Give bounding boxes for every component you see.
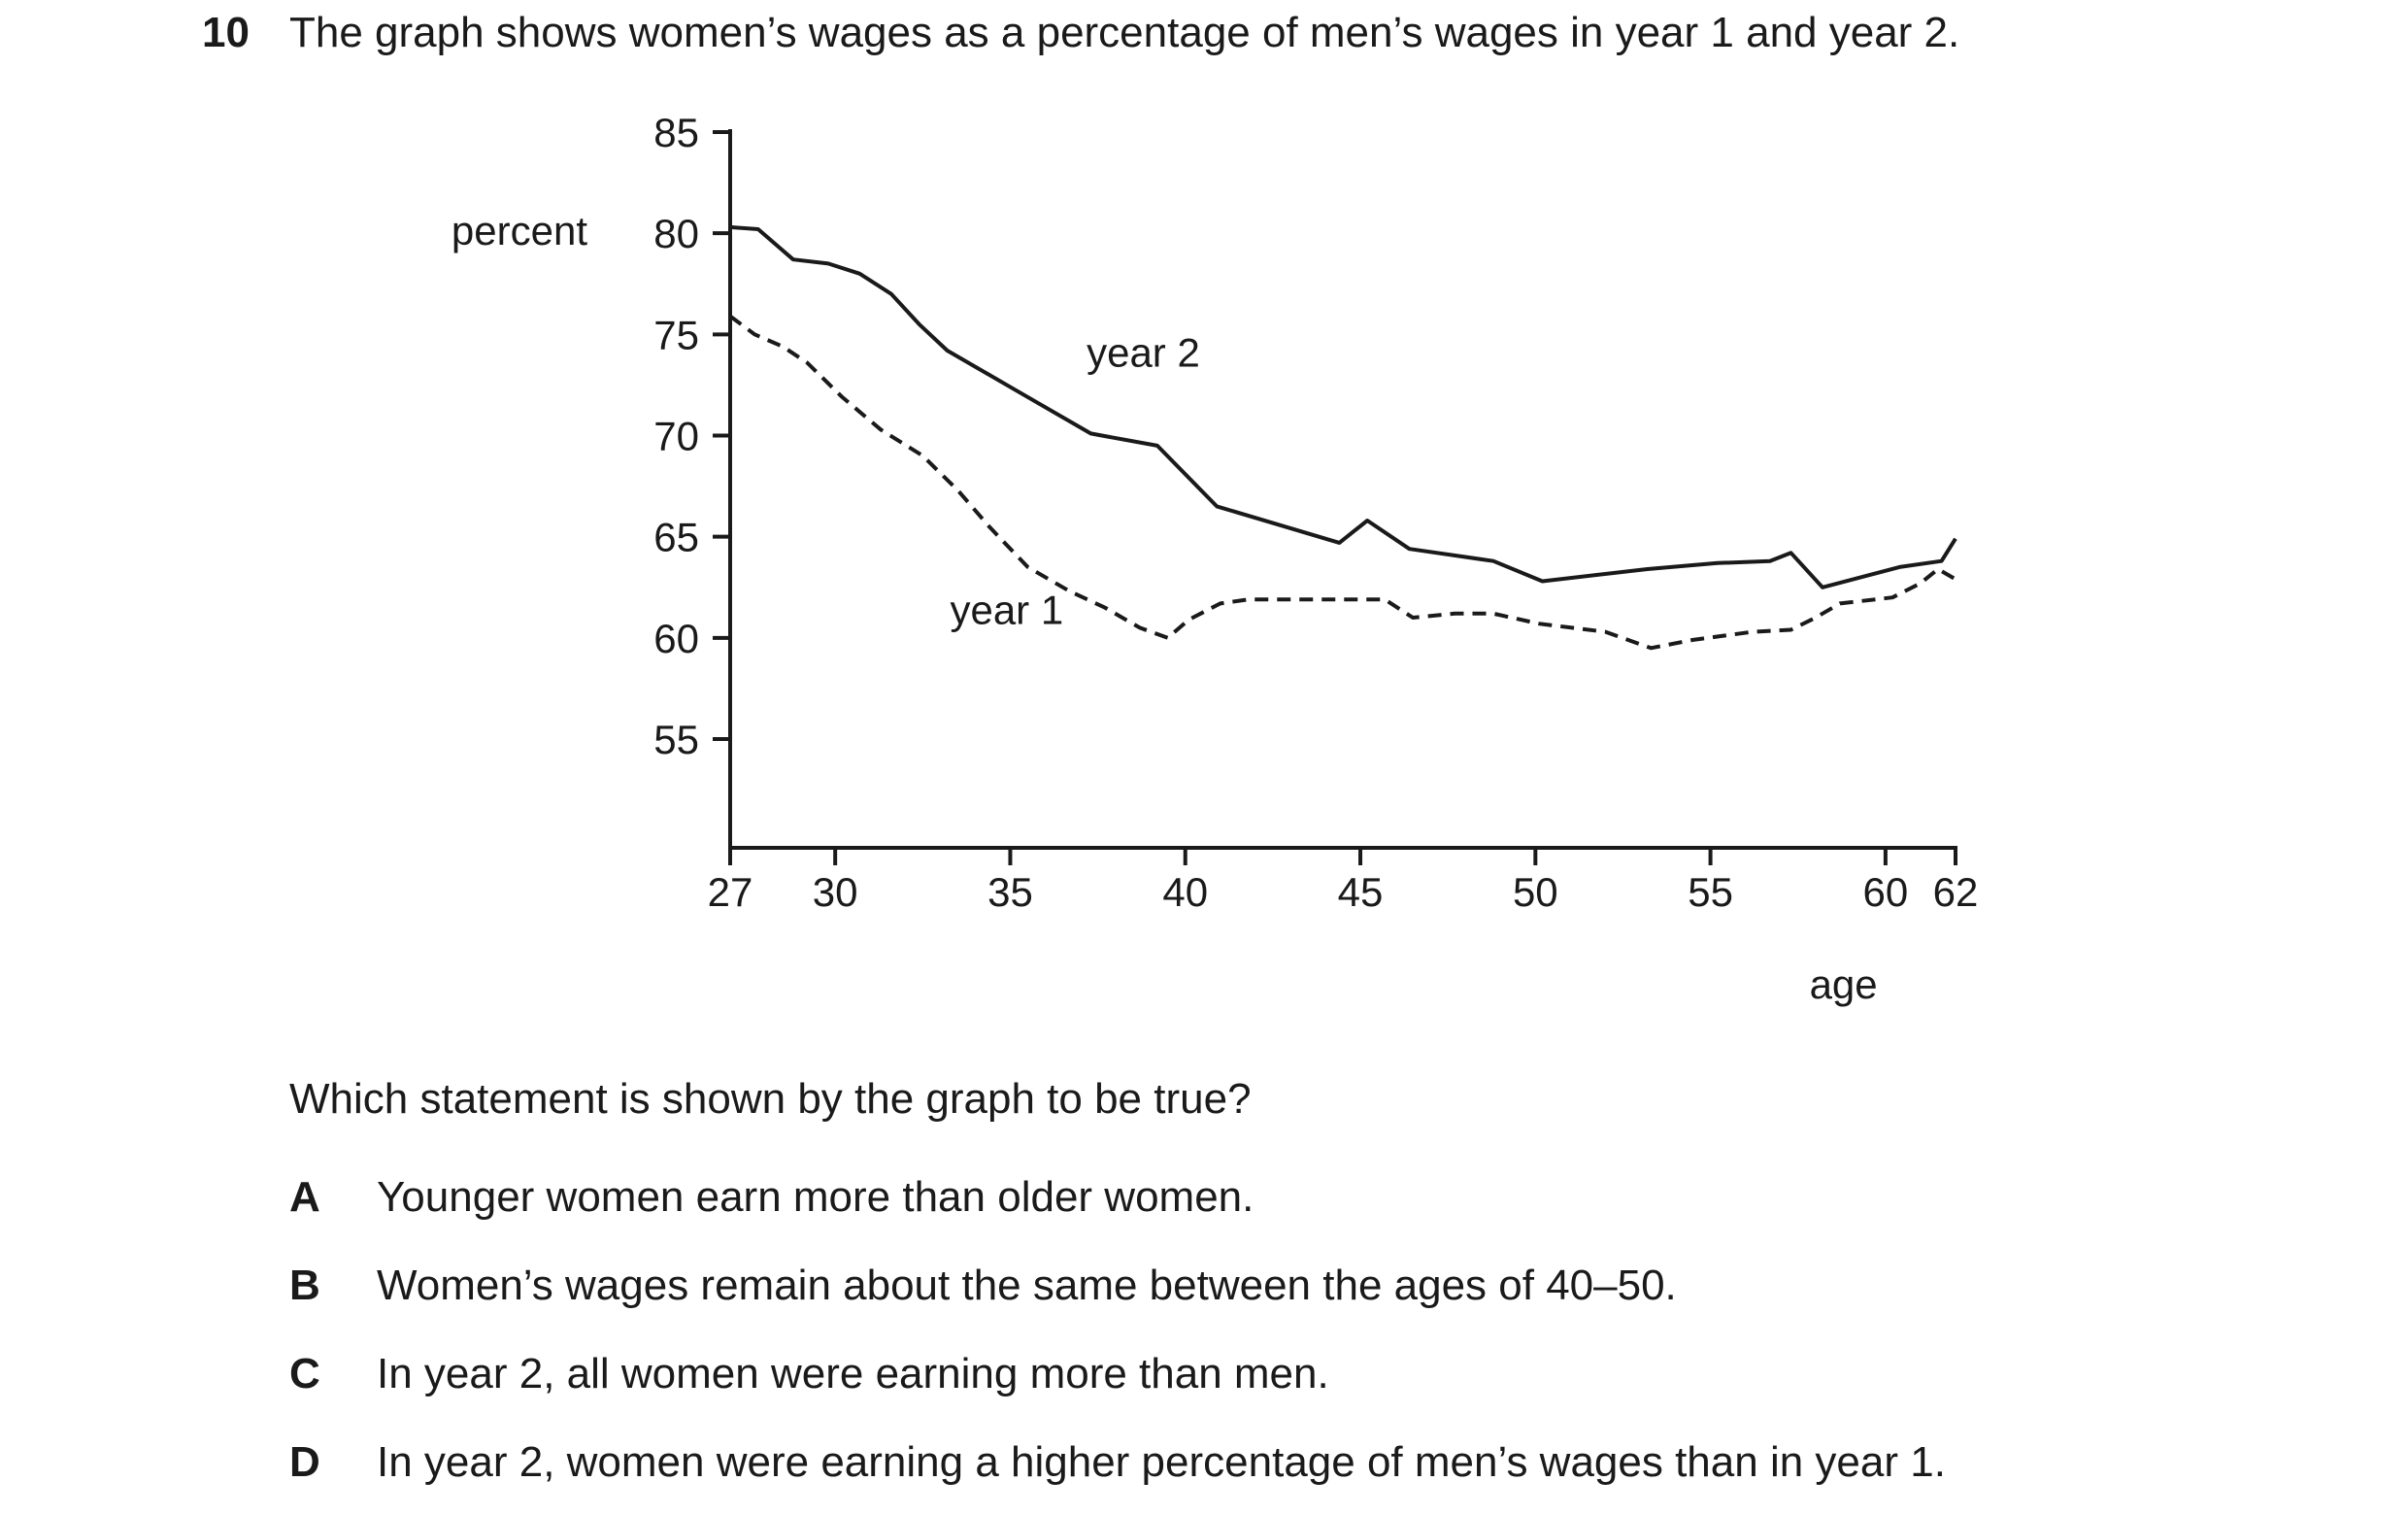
data-point-year-1: [956, 489, 958, 491]
option-letter: D: [289, 1438, 320, 1486]
data-point-year-1: [806, 361, 808, 363]
series-label-year-1: year 1: [950, 587, 1063, 632]
data-point-year-2: [1646, 568, 1648, 570]
line-chart: 55 60 65 70 75 80 85 27 30 35 40 45 50 55 60 62 percent…: [452, 110, 1978, 1007]
data-point-year-1: [729, 315, 731, 317]
chart-series: [728, 224, 1957, 651]
option-text: In year 2, all women were earning more t…: [377, 1350, 1329, 1397]
series-line-year-1: [728, 314, 1957, 651]
data-point-year-2: [946, 350, 948, 352]
data-point-year-2: [729, 226, 731, 228]
data-point-year-1: [1220, 602, 1221, 604]
data-point-year-2: [1940, 559, 1942, 561]
option-text: Women’s wages remain about the same betw…: [377, 1262, 1677, 1309]
data-point-year-2: [1898, 566, 1900, 568]
data-point-year-1: [1604, 630, 1606, 632]
data-point-year-2: [1338, 542, 1340, 544]
data-point-year-1: [1789, 628, 1791, 630]
chart-labels: percent age year 2 year 1: [452, 208, 1878, 1007]
x-tick-label: 50: [1513, 869, 1558, 915]
data-point-year-2: [1717, 562, 1719, 564]
data-point-year-1: [1167, 637, 1169, 639]
data-point-year-1: [782, 346, 784, 348]
y-tick-label: 80: [653, 211, 699, 256]
y-tick-label: 70: [653, 414, 699, 459]
data-point-year-1: [1187, 619, 1189, 621]
data-point-year-2: [1016, 389, 1018, 391]
data-point-year-1: [988, 525, 990, 527]
data-point-year-2: [757, 228, 759, 230]
y-tick-label: 65: [653, 515, 699, 560]
data-point-year-1: [1920, 582, 1922, 584]
data-point-year-1: [1026, 566, 1028, 568]
data-point-year-1: [841, 396, 843, 398]
x-tick-label: 30: [813, 869, 858, 915]
x-tick-label: 40: [1162, 869, 1208, 915]
data-point-year-2: [858, 273, 860, 275]
x-tick-label: 55: [1688, 869, 1733, 915]
data-point-year-2: [919, 323, 920, 325]
data-point-year-1: [1492, 613, 1494, 615]
data-point-year-2: [1156, 445, 1158, 447]
data-point-year-2: [1955, 538, 1956, 540]
data-point-year-2: [1541, 580, 1543, 582]
series-label-year-2: year 2: [1087, 330, 1200, 376]
y-axis-label: percent: [452, 208, 587, 253]
data-point-year-1: [1538, 623, 1540, 624]
y-tick-label: 55: [653, 717, 699, 762]
data-point-year-1: [880, 428, 882, 430]
data-point-year-2: [1769, 559, 1771, 561]
data-point-year-1: [1955, 578, 1956, 580]
data-point-year-1: [921, 454, 923, 456]
data-point-year-2: [1492, 559, 1494, 561]
data-point-year-1: [1139, 626, 1141, 628]
option-text: Younger women earn more than older women…: [377, 1173, 1254, 1221]
data-point-year-1: [1104, 606, 1106, 608]
data-point-year-1: [1752, 630, 1754, 632]
data-point-year-2: [1366, 520, 1368, 522]
data-point-year-1: [1937, 568, 1939, 570]
x-tick-label: 62: [1933, 869, 1979, 915]
data-point-year-1: [1815, 617, 1817, 619]
data-point-year-1: [753, 333, 755, 335]
chart-axes: 55 60 65 70 75 80 85 27 30 35 40 45 50 55 60 62: [653, 110, 1978, 915]
series-line-year-2: [729, 224, 1957, 589]
y-tick-label: 85: [653, 110, 699, 155]
data-point-year-1: [1839, 602, 1841, 604]
data-point-year-2: [1822, 587, 1823, 589]
data-point-year-1: [1247, 598, 1249, 600]
data-point-year-1: [1691, 639, 1693, 641]
question-prompt: Which statement is shown by the graph to…: [289, 1075, 1252, 1123]
data-point-year-1: [1412, 617, 1414, 619]
data-point-year-2: [1216, 505, 1218, 507]
option-text: In year 2, women were earning a higher p…: [377, 1438, 1946, 1486]
data-point-year-2: [827, 262, 829, 264]
data-point-year-2: [1089, 432, 1091, 434]
data-point-year-1: [1069, 590, 1071, 592]
option-letter: C: [289, 1350, 320, 1397]
question-number: 10: [202, 9, 250, 56]
data-point-year-1: [1384, 598, 1386, 600]
x-tick-label: 35: [987, 869, 1033, 915]
x-tick-label: 45: [1338, 869, 1384, 915]
data-point-year-2: [792, 258, 794, 260]
y-tick-label: 60: [653, 616, 699, 661]
option-letter: A: [289, 1173, 320, 1221]
x-tick-label: 60: [1863, 869, 1909, 915]
data-point-year-1: [1891, 596, 1893, 598]
question-stem: The graph shows women’s wages as a perce…: [289, 9, 1960, 56]
data-point-year-2: [1408, 548, 1410, 550]
option-letter: B: [289, 1262, 320, 1309]
y-tick-label: 75: [653, 312, 699, 357]
data-point-year-1: [1454, 613, 1455, 615]
x-axis-label: age: [1810, 961, 1878, 1007]
data-point-year-2: [890, 292, 892, 294]
data-point-year-2: [1789, 552, 1791, 554]
data-point-year-1: [1650, 647, 1652, 649]
x-tick-label: 27: [708, 869, 753, 915]
